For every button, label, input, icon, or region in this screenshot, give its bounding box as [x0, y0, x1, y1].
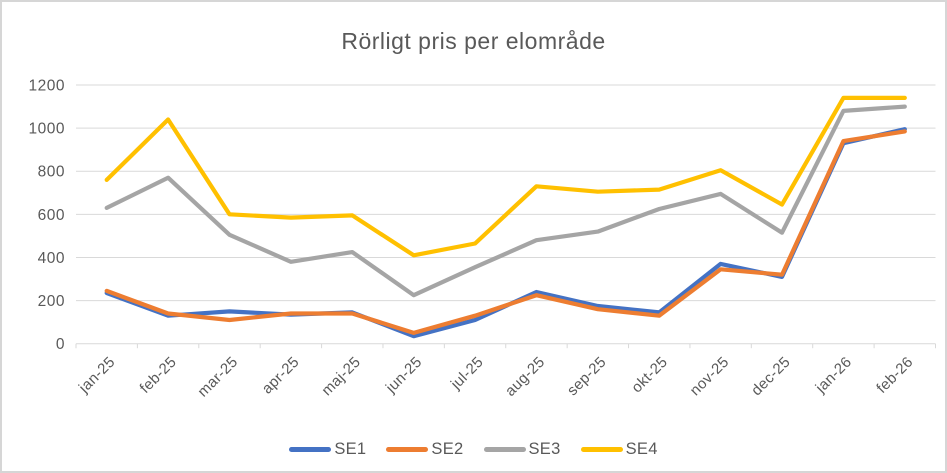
series-line-SE2 [104, 129, 907, 335]
legend-label: SE4 [625, 439, 658, 458]
x-axis-label: jun-25 [382, 354, 425, 397]
x-axis-label: maj-25 [318, 354, 364, 400]
series-line-SE4 [104, 95, 907, 258]
x-axis-label: dec-25 [748, 354, 794, 400]
y-axis-label: 1200 [29, 78, 65, 95]
x-axis-label: jan-26 [812, 354, 855, 397]
legend-item-SE1: SE1 [289, 440, 366, 459]
x-axis-label: mar-25 [194, 354, 241, 401]
legend-marker-SE4 [580, 446, 623, 452]
legend-item-SE2: SE2 [386, 440, 463, 459]
legend-item-SE3: SE3 [483, 439, 561, 459]
x-axis-label: jan-25 [75, 354, 118, 397]
legend-marker-SE1 [289, 446, 332, 452]
x-axis-label: feb-25 [137, 354, 180, 397]
legend-label: SE1 [334, 439, 367, 458]
y-axis-label: 200 [38, 293, 65, 310]
series-line-SE3 [104, 104, 907, 298]
x-axis-label: nov-25 [687, 354, 733, 400]
legend-marker-SE3 [483, 446, 526, 452]
legend: SE1 SE2 SE3 SE4 [2, 436, 945, 462]
legend-marker-SE2 [386, 446, 429, 452]
chart-title: Rörligt pris per elområde [341, 28, 606, 54]
x-axis-label: jul-25 [447, 354, 487, 394]
y-axis-label: 0 [56, 336, 65, 353]
x-axis-label: okt-25 [628, 354, 671, 397]
legend-label: SE3 [528, 439, 561, 458]
y-axis-label: 600 [38, 207, 65, 224]
legend-label: SE2 [431, 439, 464, 458]
x-axis-label: aug-25 [502, 354, 548, 400]
y-axis-label: 400 [38, 250, 65, 267]
x-axis-label: apr-25 [259, 354, 303, 398]
legend-item-SE4: SE4 [580, 439, 658, 459]
y-axis-label: 1000 [29, 121, 65, 138]
x-axis-label: feb-26 [873, 354, 916, 397]
x-axis-label: sep-25 [564, 354, 610, 400]
y-axis-label: 800 [38, 164, 65, 181]
